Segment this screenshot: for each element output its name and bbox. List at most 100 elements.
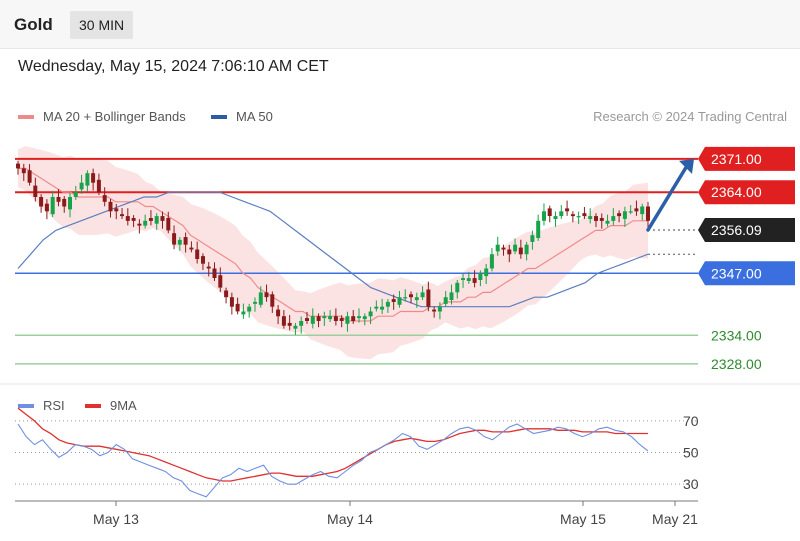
candle-body	[206, 266, 211, 269]
rsi-swatch	[18, 403, 34, 408]
candle-body	[195, 249, 200, 259]
candle-body	[281, 316, 286, 326]
candle-body	[85, 173, 90, 186]
candle-body	[264, 292, 269, 298]
legend-ma20: MA 20 + Bollinger Bands	[18, 109, 186, 124]
candle-body	[56, 197, 61, 202]
candle-body	[362, 316, 367, 320]
x-tick-label: May 13	[93, 511, 139, 527]
ma50-label: MA 50	[236, 109, 273, 124]
candle-body	[466, 278, 471, 281]
candle-body	[472, 278, 477, 283]
candle-body	[489, 254, 494, 269]
candle-body	[276, 309, 281, 317]
candle-body	[391, 299, 396, 302]
candle-body	[172, 233, 177, 245]
candle-body	[247, 306, 252, 312]
candle-body	[33, 185, 38, 197]
candle-body	[148, 218, 153, 221]
chart-timestamp: Wednesday, May 15, 2024 7:06:10 AM CET	[18, 58, 329, 75]
candle-body	[189, 247, 194, 250]
candle-body	[542, 211, 546, 221]
candle-body	[646, 206, 650, 221]
x-tick-label: May 15	[560, 511, 606, 527]
candle-body	[461, 278, 465, 280]
top-bar: Gold 30 MIN	[0, 0, 800, 49]
candle-body	[518, 247, 523, 255]
level-label: 2371.00	[711, 151, 762, 167]
candle-body	[316, 316, 321, 321]
rsi-line	[17, 423, 649, 498]
candle-body	[287, 322, 292, 326]
candle-body	[478, 273, 483, 280]
candle-body	[570, 214, 575, 217]
level-label: 2364.00	[711, 184, 762, 200]
candle-body	[611, 216, 616, 221]
level-label-box	[698, 180, 795, 205]
candle-body	[536, 220, 541, 238]
candle-body	[594, 216, 598, 221]
rsi-tick-label: 30	[683, 476, 699, 492]
level-label: 2334.00	[711, 327, 762, 343]
bollinger-band	[18, 146, 648, 360]
candle-body	[409, 294, 413, 298]
candle-body	[345, 316, 350, 324]
ma50-swatch	[211, 114, 227, 119]
level-label-box	[698, 217, 795, 242]
x-tick-label: May 14	[327, 511, 373, 527]
level-label-box	[698, 146, 795, 171]
candle-body	[79, 182, 84, 190]
candle-body	[91, 173, 96, 183]
candle-body	[385, 301, 390, 307]
candle-body	[599, 218, 604, 221]
candle-body	[73, 192, 78, 197]
candle-body	[27, 170, 32, 183]
candle-body	[501, 247, 506, 250]
candle-body	[21, 168, 26, 174]
candle-body	[640, 206, 645, 215]
candle-body	[507, 249, 512, 255]
candle-body	[380, 306, 385, 310]
candle-body	[495, 244, 500, 252]
candle-body	[524, 244, 529, 255]
candle-body	[368, 311, 373, 317]
candle-body	[299, 321, 304, 326]
candle-body	[374, 306, 379, 309]
interval-button[interactable]: 30 MIN	[70, 11, 134, 39]
ma50-line	[17, 191, 649, 308]
candle-body	[634, 208, 639, 212]
candle-body	[513, 244, 518, 252]
candle-body	[253, 301, 257, 304]
candle-body	[50, 197, 55, 215]
candle-body	[235, 303, 240, 312]
candle-body	[559, 211, 564, 217]
candle-body	[166, 218, 171, 231]
legend-ma50: MA 50	[211, 109, 273, 124]
rsi-ma9-line	[17, 407, 648, 482]
candle-body	[530, 235, 535, 242]
level-label: 2328.00	[711, 356, 762, 372]
candle-body	[328, 316, 333, 320]
candle-body	[212, 268, 217, 278]
candle-body	[351, 316, 356, 321]
candle-body	[108, 201, 113, 212]
candle-body	[484, 268, 489, 277]
candle-body	[455, 282, 460, 293]
candle-body	[628, 211, 633, 213]
candle-body	[44, 203, 49, 212]
candle-body	[576, 216, 581, 218]
candle-body	[120, 214, 124, 217]
x-tick-label: May 21	[652, 511, 698, 527]
candle-body	[553, 216, 558, 219]
candle-body	[449, 292, 454, 300]
candle-body	[16, 163, 20, 169]
candle-body	[258, 292, 263, 305]
candle-body	[437, 306, 442, 312]
legend-rsi: RSI	[18, 398, 65, 413]
candle-body	[143, 220, 148, 226]
ma20-line	[18, 167, 648, 322]
ma20-swatch	[18, 114, 34, 119]
candle-body	[310, 316, 315, 324]
candle-body	[125, 216, 130, 221]
